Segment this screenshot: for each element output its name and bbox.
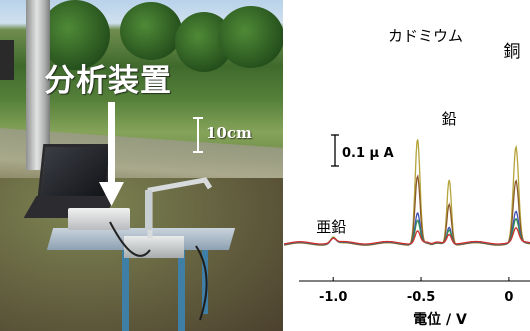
field-photo: 分析装置 10cm [0,0,283,331]
photo-overlay [99,102,213,321]
table-leg [122,246,129,331]
x-ticks: -1.0 -0.5 0 [319,277,513,305]
scale-label: 10cm [206,124,252,142]
analyzer-device [68,208,130,230]
x-tick-label: 0 [504,290,513,305]
arrow-icon [99,102,124,206]
peak-label: 亜鉛 [316,218,346,236]
device-label: 分析装置 [44,63,172,99]
tree [40,0,110,70]
table-leg [178,246,185,331]
person [0,40,14,80]
series-line [284,227,530,245]
peak-label: 銅 [503,42,520,62]
tree [218,6,283,68]
x-tick-label: -1.0 [319,290,347,305]
concrete-pole [26,0,50,170]
peak-label: カドミウム [388,27,463,45]
x-axis-label: 電位 / V [413,311,467,328]
peak-label: 鉛 [442,110,457,128]
tree [120,2,182,60]
series-layer [284,139,530,246]
scale-bar-icon [193,117,203,153]
current-scale-bar [331,134,339,167]
electrode-cell [124,236,184,258]
scale-bar-label: 0.1 μ A [342,146,394,161]
table-leg [202,244,208,314]
x-tick-label: -0.5 [407,290,435,305]
